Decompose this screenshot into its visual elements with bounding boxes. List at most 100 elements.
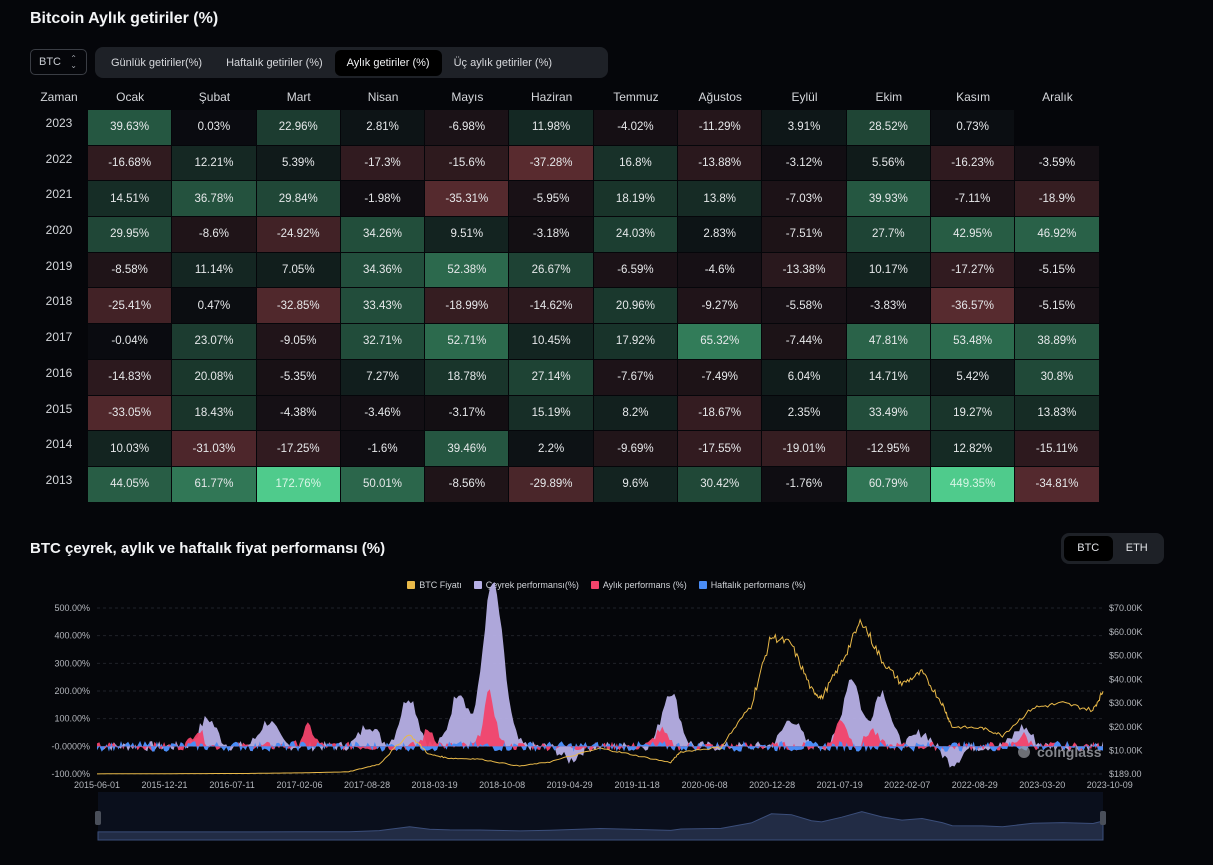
- heatmap-cell[interactable]: -1.76%: [762, 466, 846, 502]
- heatmap-cell[interactable]: 39.46%: [425, 431, 509, 466]
- heatmap-cell[interactable]: -7.67%: [593, 359, 678, 395]
- heatmap-cell[interactable]: 11.14%: [172, 252, 256, 288]
- heatmap-cell[interactable]: 12.82%: [930, 431, 1015, 466]
- heatmap-cell[interactable]: 30.42%: [678, 466, 762, 502]
- heatmap-cell[interactable]: 10.17%: [846, 252, 930, 288]
- heatmap-cell[interactable]: -13.38%: [762, 252, 846, 288]
- heatmap-cell[interactable]: 32.71%: [340, 324, 425, 359]
- legend-item[interactable]: Çeyrek performansı(%): [473, 580, 579, 590]
- heatmap-cell[interactable]: 52.38%: [425, 252, 509, 288]
- heatmap-cell[interactable]: -37.28%: [509, 145, 593, 181]
- heatmap-cell[interactable]: 7.05%: [256, 252, 340, 288]
- heatmap-cell[interactable]: 449.35%: [930, 466, 1015, 502]
- heatmap-cell[interactable]: -3.18%: [509, 217, 593, 252]
- heatmap-cell[interactable]: -29.89%: [509, 466, 593, 502]
- heatmap-cell[interactable]: 34.26%: [340, 217, 425, 252]
- heatmap-cell[interactable]: -7.51%: [762, 217, 846, 252]
- heatmap-cell[interactable]: -4.38%: [256, 395, 340, 431]
- heatmap-cell[interactable]: 7.27%: [340, 359, 425, 395]
- heatmap-cell[interactable]: 18.19%: [593, 181, 678, 217]
- heatmap-cell[interactable]: -14.83%: [88, 359, 172, 395]
- heatmap-cell[interactable]: -7.44%: [762, 324, 846, 359]
- heatmap-cell[interactable]: -3.59%: [1015, 145, 1099, 181]
- heatmap-cell[interactable]: -17.55%: [678, 431, 762, 466]
- heatmap-cell[interactable]: 10.45%: [509, 324, 593, 359]
- legend-item[interactable]: Aylık performans (%): [590, 580, 687, 590]
- heatmap-cell[interactable]: -9.05%: [256, 324, 340, 359]
- heatmap-cell[interactable]: 14.51%: [88, 181, 172, 217]
- heatmap-cell[interactable]: 26.67%: [509, 252, 593, 288]
- toggle-btc[interactable]: BTC: [1064, 536, 1113, 561]
- heatmap-cell[interactable]: -12.95%: [846, 431, 930, 466]
- heatmap-cell[interactable]: -18.67%: [678, 395, 762, 431]
- heatmap-cell[interactable]: -13.88%: [678, 145, 762, 181]
- heatmap-cell[interactable]: 47.81%: [846, 324, 930, 359]
- heatmap-cell[interactable]: 10.03%: [88, 431, 172, 466]
- toggle-eth[interactable]: ETH: [1125, 542, 1148, 554]
- heatmap-cell[interactable]: -17.25%: [256, 431, 340, 466]
- heatmap-cell[interactable]: -5.15%: [1015, 252, 1099, 288]
- heatmap-cell[interactable]: -9.69%: [593, 431, 678, 466]
- heatmap-cell[interactable]: 11.98%: [509, 110, 593, 145]
- legend-item[interactable]: BTC Fiyatı: [407, 580, 462, 590]
- heatmap-cell[interactable]: [1015, 110, 1098, 145]
- heatmap-cell[interactable]: 22.96%: [256, 110, 340, 145]
- heatmap-cell[interactable]: 50.01%: [340, 466, 425, 502]
- heatmap-cell[interactable]: -17.27%: [930, 252, 1015, 288]
- tab-monthly[interactable]: Aylık getiriler (%): [334, 49, 442, 76]
- heatmap-cell[interactable]: 65.32%: [678, 324, 762, 359]
- heatmap-cell[interactable]: 46.92%: [1015, 217, 1099, 252]
- heatmap-cell[interactable]: -4.02%: [593, 110, 678, 145]
- heatmap-cell[interactable]: -34.81%: [1015, 466, 1099, 502]
- tab-daily[interactable]: Günlük getiriler(%): [111, 56, 203, 69]
- heatmap-cell[interactable]: -3.12%: [762, 145, 846, 181]
- heatmap-cell[interactable]: 61.77%: [172, 466, 256, 502]
- heatmap-cell[interactable]: 24.03%: [593, 217, 678, 252]
- heatmap-cell[interactable]: 23.07%: [172, 324, 256, 359]
- heatmap-cell[interactable]: -35.31%: [425, 181, 509, 217]
- heatmap-cell[interactable]: 2.2%: [509, 431, 593, 466]
- heatmap-cell[interactable]: -33.05%: [88, 395, 172, 431]
- heatmap-cell[interactable]: -7.11%: [930, 181, 1015, 217]
- heatmap-cell[interactable]: 13.83%: [1015, 395, 1099, 431]
- heatmap-cell[interactable]: 39.63%: [88, 110, 172, 145]
- heatmap-cell[interactable]: -4.6%: [678, 252, 762, 288]
- heatmap-cell[interactable]: -19.01%: [762, 431, 846, 466]
- heatmap-cell[interactable]: -18.9%: [1015, 181, 1099, 217]
- heatmap-cell[interactable]: 14.71%: [846, 359, 930, 395]
- heatmap-cell[interactable]: 42.95%: [930, 217, 1015, 252]
- heatmap-cell[interactable]: 0.73%: [930, 110, 1015, 145]
- heatmap-cell[interactable]: -6.59%: [593, 252, 678, 288]
- heatmap-cell[interactable]: 15.19%: [509, 395, 593, 431]
- heatmap-cell[interactable]: -1.6%: [340, 431, 425, 466]
- heatmap-cell[interactable]: -8.58%: [88, 252, 172, 288]
- heatmap-cell[interactable]: -5.58%: [762, 288, 846, 324]
- heatmap-cell[interactable]: 5.42%: [930, 359, 1015, 395]
- heatmap-cell[interactable]: 34.36%: [340, 252, 425, 288]
- navigator-left-handle[interactable]: [95, 811, 101, 825]
- heatmap-cell[interactable]: 18.43%: [172, 395, 256, 431]
- heatmap-cell[interactable]: 6.04%: [762, 359, 846, 395]
- heatmap-cell[interactable]: -17.3%: [340, 145, 425, 181]
- heatmap-cell[interactable]: 52.71%: [425, 324, 509, 359]
- heatmap-cell[interactable]: -25.41%: [88, 288, 172, 324]
- heatmap-cell[interactable]: 29.84%: [256, 181, 340, 217]
- tab-weekly[interactable]: Haftalık getiriler (%): [226, 56, 323, 69]
- heatmap-cell[interactable]: 20.08%: [172, 359, 256, 395]
- tab-quarterly[interactable]: Üç aylık getiriler (%): [453, 56, 553, 69]
- heatmap-cell[interactable]: 27.14%: [509, 359, 593, 395]
- heatmap-cell[interactable]: 28.52%: [846, 110, 930, 145]
- heatmap-cell[interactable]: 29.95%: [88, 217, 172, 252]
- heatmap-cell[interactable]: 39.93%: [846, 181, 930, 217]
- heatmap-cell[interactable]: 9.6%: [593, 466, 678, 502]
- heatmap-cell[interactable]: -1.98%: [340, 181, 425, 217]
- heatmap-cell[interactable]: 33.43%: [340, 288, 425, 324]
- heatmap-cell[interactable]: -3.83%: [846, 288, 930, 324]
- heatmap-cell[interactable]: 30.8%: [1015, 359, 1099, 395]
- heatmap-cell[interactable]: -16.23%: [930, 145, 1015, 181]
- heatmap-cell[interactable]: 44.05%: [88, 466, 172, 502]
- heatmap-cell[interactable]: -8.6%: [172, 217, 256, 252]
- heatmap-cell[interactable]: 9.51%: [425, 217, 509, 252]
- heatmap-cell[interactable]: 38.89%: [1015, 324, 1099, 359]
- heatmap-cell[interactable]: 27.7%: [846, 217, 930, 252]
